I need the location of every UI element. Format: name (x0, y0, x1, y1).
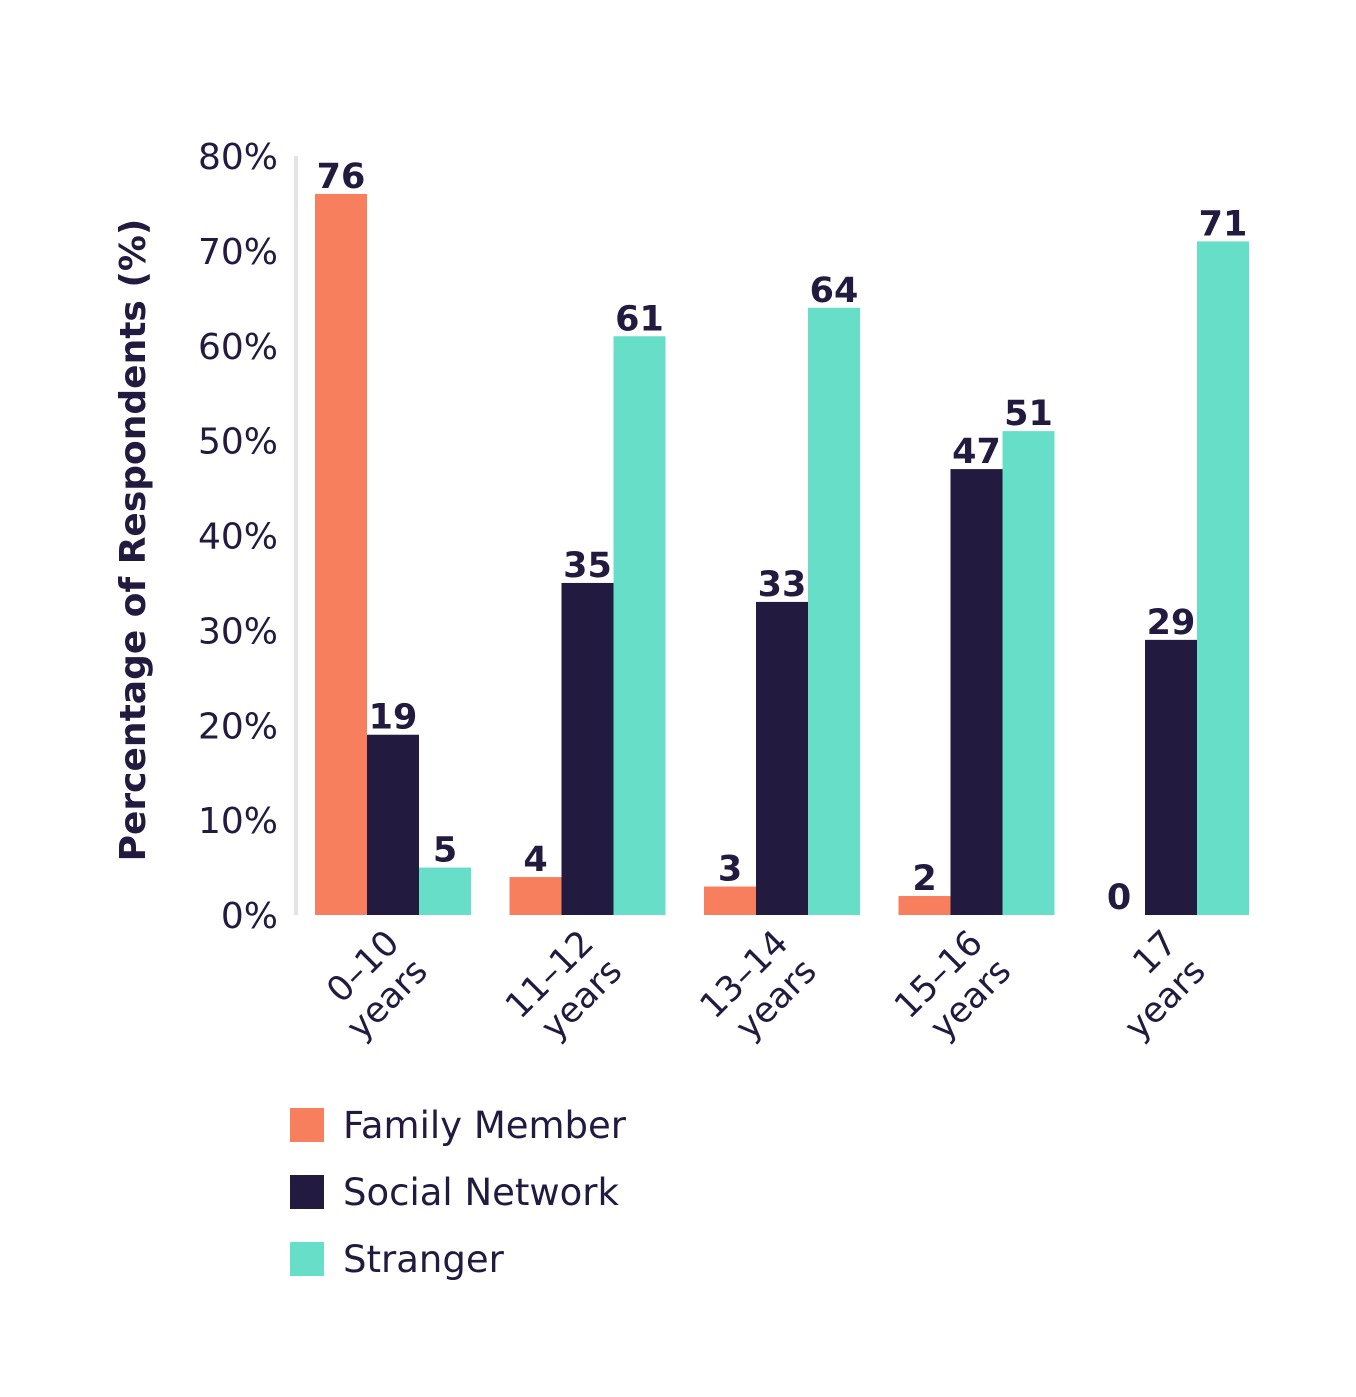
x-category-label: 13–14years (693, 923, 825, 1055)
bar-stranger (613, 336, 666, 915)
y-tick-label: 0% (221, 896, 278, 937)
y-axis-ticks: 0% 10% 20% 30% 40% 50% 60% 70% 80% (198, 137, 278, 937)
bar-social-network (561, 582, 614, 915)
data-label: 33 (758, 565, 807, 605)
data-label: 61 (615, 299, 664, 339)
legend-swatch (290, 1242, 324, 1276)
data-label: 71 (1199, 204, 1248, 244)
x-category-label: 11–12years (498, 923, 630, 1055)
legend-swatch (290, 1108, 324, 1142)
y-tick-label: 80% (198, 137, 278, 178)
y-tick-label: 30% (198, 611, 278, 652)
bar-social-network (950, 469, 1003, 915)
bar-social-network (756, 601, 808, 915)
y-tick-label: 60% (198, 327, 278, 368)
bar-social-network (1145, 639, 1197, 915)
x-category-label: 15–16years (887, 923, 1019, 1055)
legend: Family Member Social Network Stranger (290, 1104, 627, 1281)
bar-family-member (315, 193, 367, 915)
data-label: 35 (563, 546, 612, 586)
data-label: 47 (952, 432, 1001, 472)
data-label: 5 (433, 831, 457, 871)
y-axis-title: Percentage of Respondents (%) (113, 219, 154, 862)
bar-stranger (419, 867, 471, 915)
data-label: 2 (912, 859, 936, 899)
legend-label: Family Member (343, 1104, 627, 1147)
bar-stranger (1197, 241, 1249, 915)
y-tick-label: 40% (198, 517, 278, 558)
data-label: 4 (523, 840, 547, 880)
x-category-label: 17years (1089, 923, 1214, 1048)
data-label: 0 (1107, 878, 1131, 918)
x-axis-labels: 0–10years 11–12years 13–14years 15–16years 1… (311, 923, 1214, 1055)
x-category-label: 0–10years (311, 923, 436, 1048)
bars (315, 193, 1249, 915)
legend-label: Stranger (343, 1238, 505, 1281)
y-tick-label: 10% (198, 801, 278, 842)
legend-label: Social Network (343, 1171, 620, 1214)
y-tick-label: 20% (198, 706, 278, 747)
bar-stranger (808, 307, 860, 915)
data-label: 64 (810, 271, 859, 311)
bar-family-member (898, 896, 951, 915)
data-label: 29 (1147, 603, 1196, 643)
legend-swatch (290, 1175, 324, 1209)
data-label: 19 (369, 698, 418, 738)
y-tick-label: 70% (198, 232, 278, 273)
bar-family-member (509, 877, 562, 915)
bar-stranger (1002, 431, 1055, 915)
bar-family-member (704, 886, 756, 915)
data-label: 76 (317, 157, 366, 197)
y-tick-label: 50% (198, 422, 278, 463)
data-label: 51 (1004, 394, 1053, 434)
data-label: 3 (718, 850, 742, 890)
bar-social-network (367, 734, 419, 915)
